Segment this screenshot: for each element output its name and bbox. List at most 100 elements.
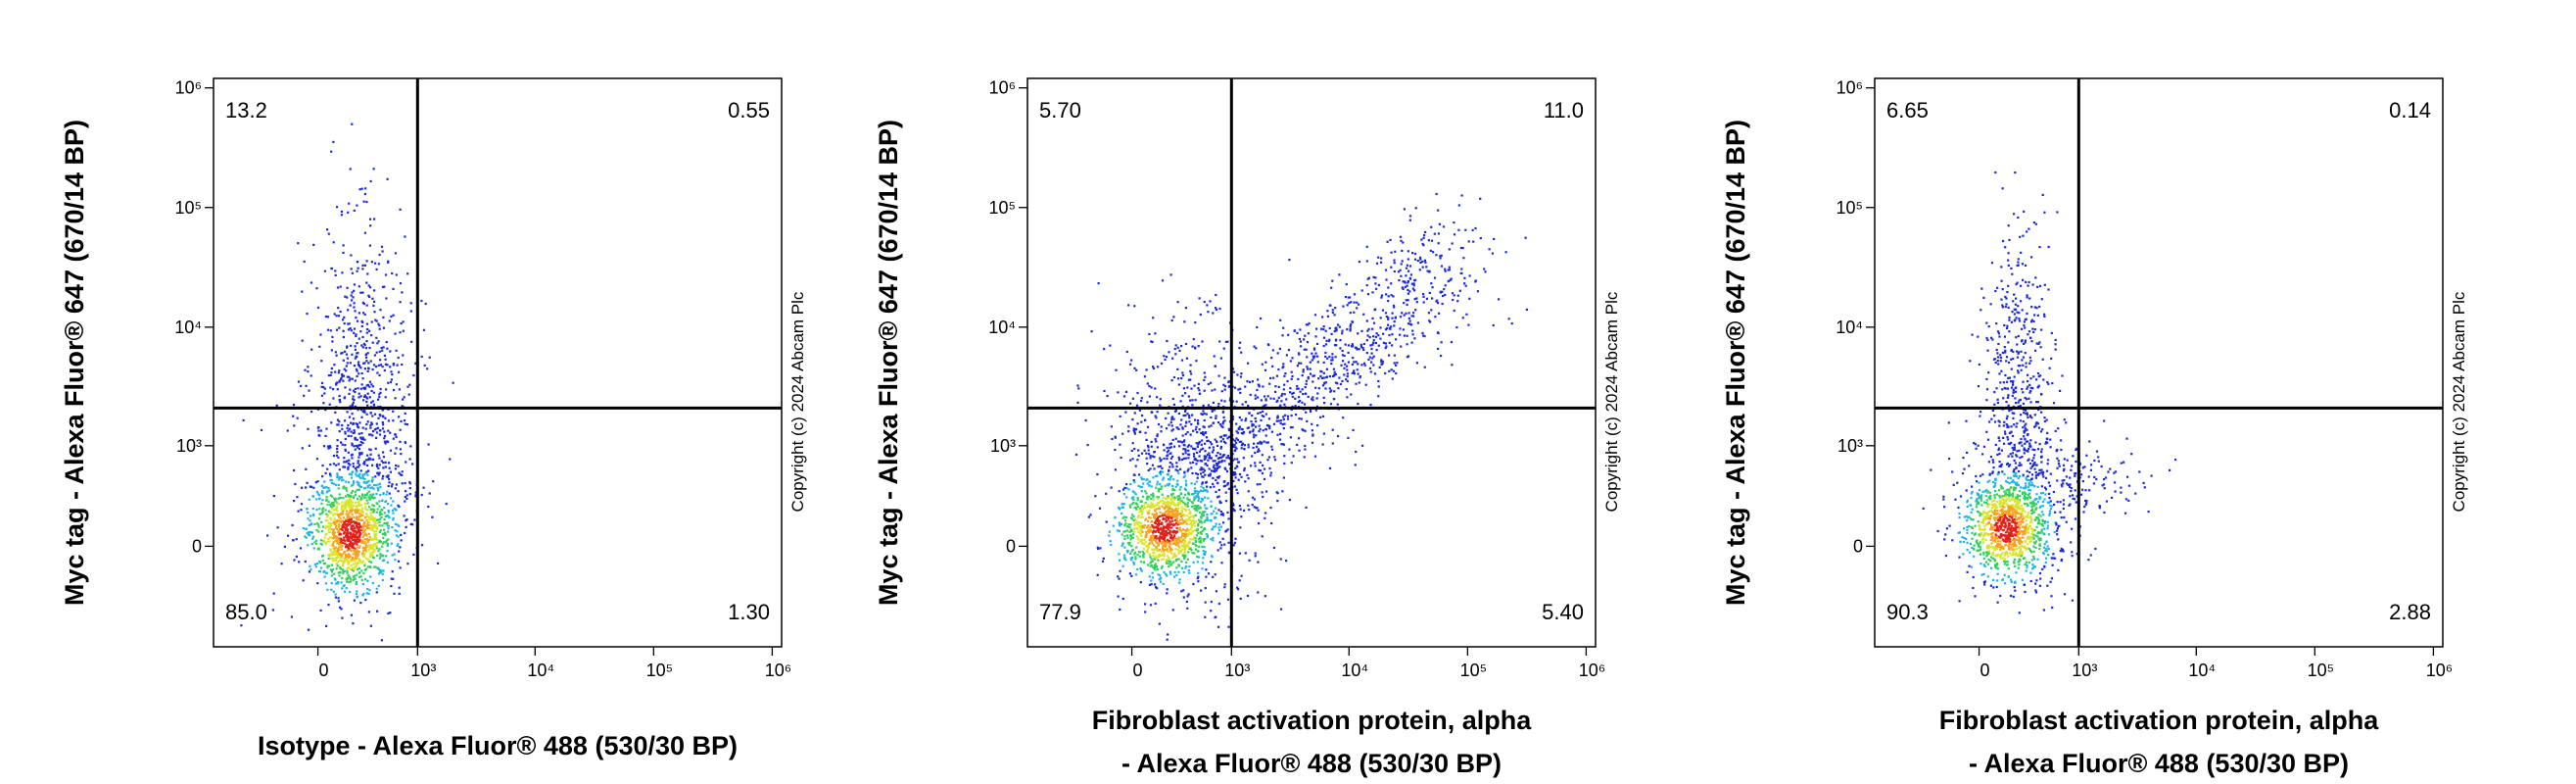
- event-dot: [329, 528, 332, 531]
- event-dot: [1209, 519, 1212, 522]
- event-dot: [1257, 561, 1260, 564]
- event-dot: [341, 556, 344, 559]
- event-dot: [1150, 583, 1153, 586]
- event-dot: [341, 427, 344, 430]
- event-dot: [374, 447, 377, 450]
- event-dot: [1191, 518, 1195, 521]
- event-dot: [1200, 468, 1203, 471]
- event-dot: [336, 541, 339, 544]
- event-dot: [372, 168, 375, 171]
- event-dot: [1167, 504, 1169, 507]
- event-dot: [1149, 467, 1152, 470]
- event-dot: [379, 553, 382, 556]
- event-dot: [1289, 436, 1292, 439]
- event-dot: [1451, 242, 1454, 245]
- event-dot: [333, 522, 337, 526]
- event-dot: [1239, 508, 1242, 511]
- event-dot: [362, 362, 365, 365]
- event-dot: [1407, 250, 1409, 253]
- event-dot: [1239, 526, 1242, 529]
- event-dot: [1178, 539, 1181, 543]
- event-dot: [304, 560, 307, 564]
- event-dot: [310, 531, 313, 534]
- event-dot: [351, 509, 354, 512]
- event-dot: [340, 548, 344, 551]
- event-dot: [340, 608, 343, 611]
- event-dot: [1170, 429, 1173, 432]
- event-dot: [347, 429, 350, 432]
- event-dot: [346, 533, 349, 536]
- event-dot: [1210, 601, 1213, 604]
- event-dot: [1372, 321, 1376, 324]
- event-dot: [378, 414, 381, 416]
- event-dot: [1215, 478, 1217, 481]
- event-dot: [338, 394, 341, 398]
- event-dot: [1221, 422, 1224, 425]
- event-dot: [363, 552, 366, 555]
- event-dot: [1256, 483, 1259, 486]
- event-dot: [382, 554, 385, 557]
- event-dot: [307, 370, 310, 373]
- event-dot: [1155, 508, 1158, 511]
- event-dot: [1313, 355, 1316, 358]
- event-dot: [1206, 485, 1209, 488]
- event-dot: [371, 478, 374, 481]
- event-dot: [343, 322, 346, 325]
- event-dot: [1168, 560, 1170, 563]
- event-dot: [1219, 514, 1223, 516]
- event-dot: [1189, 378, 1192, 381]
- event-dot: [352, 622, 355, 625]
- event-dot: [385, 500, 388, 503]
- event-dot: [353, 481, 356, 484]
- event-dot: [1179, 486, 1182, 489]
- event-dot: [1369, 344, 1372, 347]
- event-dot: [1375, 262, 1379, 265]
- event-dot: [1409, 322, 1412, 325]
- event-dot: [392, 419, 395, 422]
- event-dot: [1142, 547, 1145, 550]
- event-dot: [1133, 447, 1136, 451]
- event-dot: [1134, 556, 1137, 559]
- event-dot: [1423, 335, 1426, 338]
- event-dot: [1164, 545, 1167, 548]
- event-dot: [1177, 456, 1180, 459]
- event-dot: [309, 564, 311, 567]
- event-dot: [1247, 490, 1250, 493]
- event-dot: [1283, 422, 1286, 425]
- event-dot: [1330, 363, 1333, 366]
- event-dot: [291, 523, 294, 527]
- event-dot: [1155, 537, 1158, 540]
- event-dot: [275, 404, 278, 407]
- event-dot: [358, 453, 361, 457]
- event-dot: [1231, 400, 1234, 403]
- event-dot: [1237, 388, 1240, 391]
- event-dot: [1304, 448, 1307, 451]
- x-tick-label: 10⁵: [1460, 661, 1487, 680]
- event-dot: [1168, 525, 1170, 529]
- event-dot: [1183, 552, 1186, 555]
- event-dot: [1129, 538, 1132, 541]
- event-dot: [1372, 355, 1375, 358]
- event-dot: [328, 527, 331, 530]
- event-dot: [1291, 357, 1294, 360]
- event-dot: [1151, 411, 1154, 414]
- event-dot: [1236, 586, 1239, 589]
- event-dot: [401, 473, 404, 476]
- event-dot: [1239, 597, 1242, 600]
- event-dot: [1189, 462, 1192, 465]
- event-dot: [329, 568, 332, 571]
- event-dot: [1129, 528, 1132, 531]
- event-dot: [382, 423, 385, 426]
- event-dot: [365, 557, 368, 560]
- event-dot: [1193, 418, 1197, 421]
- event-dot: [1322, 327, 1325, 331]
- event-dot: [332, 241, 335, 244]
- event-dot: [1204, 537, 1207, 541]
- event-dot: [1189, 541, 1192, 544]
- event-dot: [1212, 469, 1215, 472]
- event-dot: [347, 576, 350, 580]
- event-dot: [372, 518, 375, 521]
- event-dot: [1236, 458, 1239, 461]
- event-dot: [1148, 553, 1151, 556]
